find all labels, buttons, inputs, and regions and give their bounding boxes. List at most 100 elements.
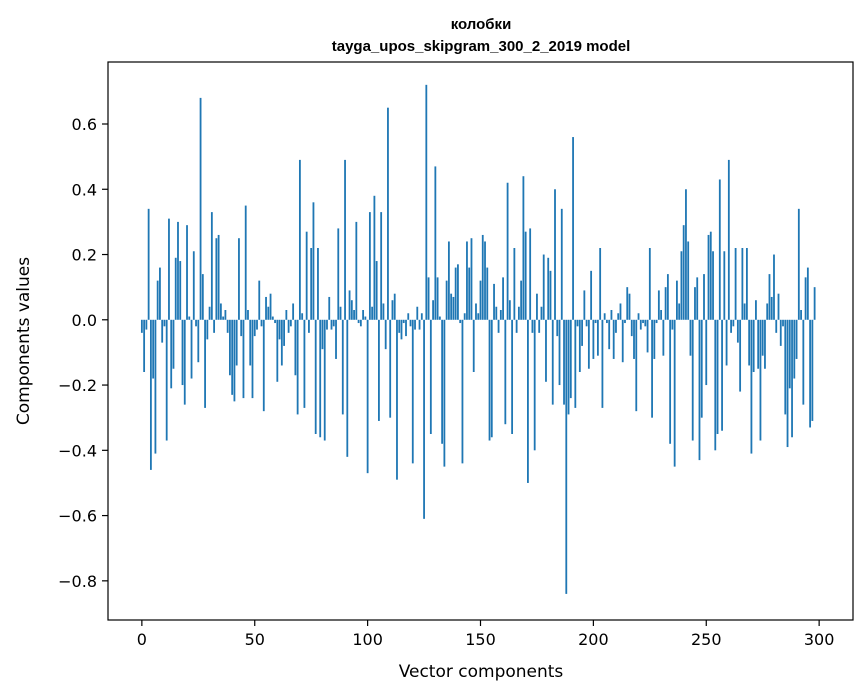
bar — [707, 234, 710, 320]
bar — [678, 303, 681, 320]
bar — [262, 319, 265, 412]
bar — [687, 241, 690, 320]
bar — [721, 319, 723, 431]
bar — [308, 319, 310, 333]
bar — [655, 319, 658, 324]
bar — [511, 319, 514, 434]
bar — [486, 267, 489, 320]
bar — [606, 319, 608, 324]
bar — [773, 254, 775, 320]
bar — [621, 319, 624, 363]
bar — [617, 313, 620, 320]
bar — [296, 319, 299, 415]
bar — [676, 280, 678, 320]
bar — [145, 319, 148, 330]
bar — [504, 319, 507, 425]
bar — [371, 306, 374, 320]
bar — [330, 319, 333, 330]
bar — [770, 296, 773, 320]
bar — [529, 228, 532, 320]
bar — [775, 319, 778, 333]
bar — [364, 316, 367, 320]
bar — [301, 313, 304, 320]
bar — [174, 257, 177, 320]
bar — [402, 319, 405, 324]
bar — [506, 182, 509, 320]
bar — [610, 310, 613, 320]
bar — [197, 319, 200, 363]
bar — [276, 319, 279, 382]
bar — [759, 319, 762, 441]
bar — [445, 280, 448, 320]
bar — [208, 306, 211, 320]
bar — [669, 319, 672, 444]
bar — [140, 319, 143, 333]
bar — [253, 319, 256, 337]
bar — [350, 300, 353, 320]
bar — [432, 300, 434, 320]
bar — [454, 267, 457, 320]
bar — [337, 228, 340, 320]
bar — [152, 319, 155, 379]
bar — [709, 231, 712, 320]
x-axis-label: Vector components — [399, 662, 564, 682]
x-tick-label: 50 — [245, 630, 265, 649]
bar — [238, 238, 240, 320]
bar — [635, 319, 638, 412]
bar — [357, 319, 360, 324]
bar — [400, 319, 403, 340]
x-tick-label: 150 — [465, 630, 496, 649]
bar — [317, 248, 319, 320]
bar — [497, 319, 500, 333]
bar — [463, 313, 466, 320]
bar — [748, 319, 751, 366]
bar — [310, 248, 313, 320]
bar — [777, 293, 780, 320]
bar — [292, 303, 295, 320]
bar — [368, 212, 371, 320]
bar — [612, 319, 615, 359]
y-axis-label: Components values — [14, 257, 34, 425]
bar — [461, 319, 464, 464]
bar — [757, 319, 760, 369]
bar — [648, 248, 651, 320]
bar — [599, 248, 602, 320]
bar — [793, 319, 796, 379]
x-tick-label: 100 — [352, 630, 383, 649]
bar — [267, 306, 270, 320]
bar — [698, 319, 701, 461]
bar — [147, 208, 150, 320]
bar — [804, 277, 807, 320]
bar — [626, 287, 629, 320]
bar — [615, 319, 617, 333]
plot-frame — [107, 61, 854, 621]
bar — [488, 319, 491, 441]
bar — [441, 319, 444, 444]
bar — [673, 319, 676, 467]
bar — [736, 319, 739, 343]
bar — [691, 319, 694, 441]
bar — [502, 277, 504, 320]
bar — [466, 241, 468, 320]
y-tick-label: 0.6 — [72, 115, 97, 134]
bar — [646, 319, 649, 353]
bar — [393, 293, 396, 320]
bar — [411, 319, 414, 464]
bar — [685, 189, 687, 320]
bar — [321, 319, 324, 350]
bar — [362, 310, 365, 320]
bar — [289, 319, 292, 327]
bar — [716, 319, 719, 434]
bar — [398, 319, 401, 333]
bar — [265, 296, 267, 320]
bar — [332, 319, 335, 327]
bar — [468, 267, 471, 320]
bar — [192, 251, 195, 320]
bar — [718, 179, 721, 320]
bar — [323, 319, 326, 441]
bar — [409, 319, 412, 327]
bar — [226, 319, 229, 333]
bar — [784, 319, 787, 415]
bar — [495, 306, 498, 320]
